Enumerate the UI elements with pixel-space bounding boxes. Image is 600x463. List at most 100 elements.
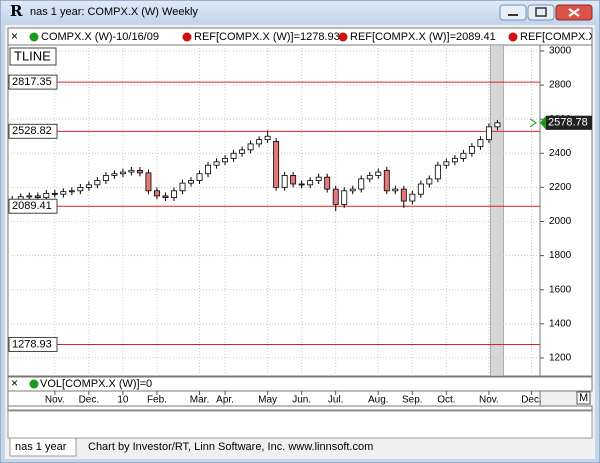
footer-credit: Chart by Investor/RT, Linn Software, Inc… <box>88 441 373 453</box>
scroll-area <box>7 410 593 439</box>
candle-body <box>85 184 92 188</box>
candle-body <box>205 164 211 175</box>
candle-body <box>145 172 152 192</box>
candle-body <box>34 195 41 199</box>
x-tick-label: Apr. <box>216 395 234 406</box>
candle-body <box>196 173 203 181</box>
x-tick-label: 10 <box>117 395 129 406</box>
candle-body <box>434 164 441 180</box>
candle-body <box>298 183 305 186</box>
ref-label: 2817.35 <box>12 76 52 88</box>
candle-body <box>349 188 356 192</box>
x-axis-area <box>7 390 541 407</box>
chart-tab[interactable] <box>9 437 77 457</box>
indicator-box[interactable] <box>9 47 57 66</box>
maximize-icon <box>535 7 547 17</box>
candle-body <box>43 192 50 199</box>
minimize-button[interactable] <box>499 4 527 21</box>
legend-dot <box>182 32 192 42</box>
y-tick-label: 1800 <box>549 250 572 261</box>
candle-body <box>358 178 365 190</box>
candle-body <box>179 182 186 192</box>
candle-body <box>119 171 126 175</box>
window-title: nas 1 year: COMPX.X (W) Weekly <box>30 6 198 18</box>
candle-body <box>341 190 348 205</box>
last-price-label: 2578.78 <box>548 117 588 129</box>
x-tick-label: Dec. <box>521 395 542 406</box>
ref-label-box <box>8 198 58 214</box>
x-tick-label: Jun. <box>292 395 311 406</box>
candle-body <box>26 195 33 198</box>
candle-body <box>392 188 399 192</box>
candle-body <box>94 180 101 186</box>
ref-label-box <box>8 336 58 352</box>
y-tick-label: 2200 <box>549 182 572 193</box>
candle-body <box>460 152 467 159</box>
y-tick-label: 2800 <box>549 80 572 91</box>
volume-label: VOL[COMPX.X (W)]=0 <box>40 378 152 390</box>
title-bar <box>1 1 599 23</box>
pane-menu[interactable] <box>576 391 591 405</box>
candle-body <box>128 169 135 173</box>
x-tick-label: Aug. <box>368 395 389 406</box>
plot-area <box>7 44 541 377</box>
candle-body <box>239 149 246 154</box>
volume-dot <box>29 379 39 389</box>
candle-body <box>383 169 390 192</box>
candle-body <box>290 175 297 185</box>
candle-body <box>188 180 194 184</box>
y-tick-label: 1600 <box>549 284 572 295</box>
candle-body <box>222 158 229 163</box>
candle-body <box>51 192 58 195</box>
ref-label-box <box>8 123 58 139</box>
candle-body <box>324 176 331 190</box>
candle-body <box>77 186 84 192</box>
last-price-arrow <box>529 118 537 128</box>
candle-body <box>443 161 450 166</box>
y-tick-label: 1400 <box>549 318 572 329</box>
ref-label: 2528.82 <box>12 125 52 137</box>
legend-entry: COMPX.X (W)-10/16/09 <box>41 31 159 43</box>
legend-dot <box>338 32 348 42</box>
candle-body <box>247 143 254 151</box>
candle-body <box>417 183 424 195</box>
candle-body <box>366 175 373 180</box>
legend-entry: REF[COMPX.X (W)]=1278.93 <box>194 31 340 43</box>
y-tick-label: 3000 <box>549 46 572 57</box>
y-tick-label: 2000 <box>549 216 572 227</box>
volume-close[interactable]: × <box>11 376 18 390</box>
last-price-box <box>546 115 592 130</box>
candle-body <box>102 175 109 181</box>
legend-entry: REF[COMPX.X (W)]=2089.41 <box>350 31 496 43</box>
candle-body <box>136 169 143 174</box>
ref-label-box <box>8 74 58 90</box>
maximize-button[interactable] <box>527 4 555 21</box>
current-bar-highlight <box>489 45 504 376</box>
candle-body <box>307 180 314 186</box>
minimize-icon <box>508 14 518 16</box>
candle-body <box>213 161 220 166</box>
candle-body <box>409 193 416 202</box>
x-tick-label: May <box>258 395 277 406</box>
candle-body <box>332 188 339 205</box>
candle-body <box>468 146 475 154</box>
x-tick-label: Mar. <box>190 395 209 406</box>
ref-label: 2089.41 <box>12 200 52 212</box>
candle-body <box>60 191 67 195</box>
y-axis-area <box>539 44 593 377</box>
candle-body <box>68 190 75 193</box>
x-tick-label: Jul. <box>328 395 344 406</box>
x-tick-label: Sep. <box>402 395 423 406</box>
candle-body <box>375 171 382 176</box>
x-tick-label: Dec. <box>79 395 100 406</box>
pane-menu-icon: M <box>579 392 588 404</box>
indicator-label: TLINE <box>14 48 51 63</box>
ref-label: 1278.93 <box>12 338 52 350</box>
candle-body <box>494 122 501 128</box>
candle-body <box>281 175 288 188</box>
candle-body <box>230 152 237 159</box>
candle-body <box>154 190 160 197</box>
chart-tab-label: nas 1 year <box>15 441 67 453</box>
candle-body <box>477 139 484 147</box>
